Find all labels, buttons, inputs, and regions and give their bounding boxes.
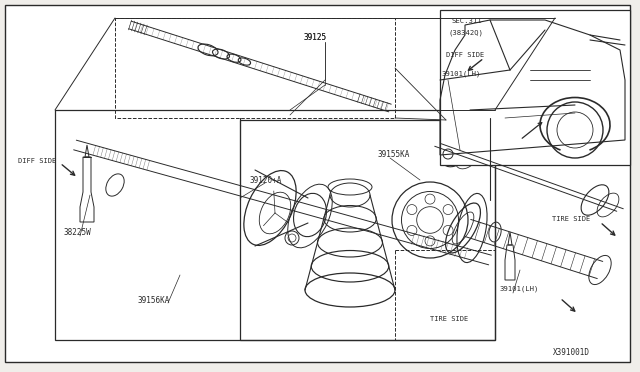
- Text: SEC.311: SEC.311: [452, 18, 483, 24]
- Text: DIFF SIDE: DIFF SIDE: [18, 158, 56, 164]
- Text: 39101(LH): 39101(LH): [500, 286, 540, 292]
- Text: 39125: 39125: [303, 33, 326, 42]
- Text: 38225W: 38225W: [63, 228, 91, 237]
- Text: TIRE SIDE: TIRE SIDE: [430, 316, 468, 322]
- Text: 39155KA: 39155KA: [377, 150, 410, 159]
- Text: (38342Q): (38342Q): [449, 29, 484, 35]
- Bar: [240, 120, 495, 340]
- Text: X391001D: X391001D: [553, 348, 590, 357]
- Text: 39120+A: 39120+A: [250, 176, 282, 185]
- Text: 39125: 39125: [303, 33, 326, 42]
- Text: DIFF SIDE: DIFF SIDE: [446, 52, 484, 58]
- Bar: [115, 18, 395, 118]
- Bar: [395, 250, 495, 340]
- Bar: [55, 110, 495, 340]
- Text: 39156KA: 39156KA: [138, 296, 170, 305]
- Text: 39101(LH): 39101(LH): [442, 70, 481, 77]
- Text: TIRE SIDE: TIRE SIDE: [552, 216, 590, 222]
- Bar: [440, 10, 630, 165]
